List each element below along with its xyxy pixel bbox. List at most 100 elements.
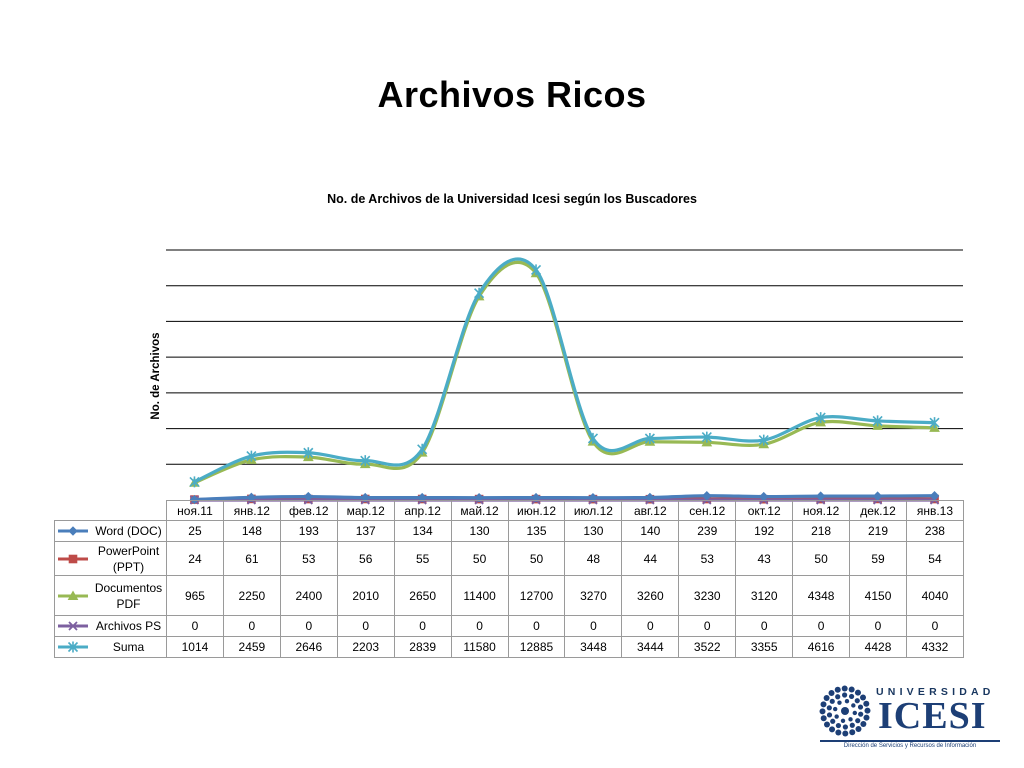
data-label: 0 [450, 615, 509, 637]
logo-dot [835, 729, 842, 736]
data-label: 11580 [450, 636, 509, 658]
logo-dot [832, 706, 838, 712]
data-label: 0 [735, 615, 794, 637]
data-label: 59 [849, 541, 907, 576]
table-row: PowerPoint (PPT) 24 61 53 56 55 50 50 48 44 53 43 50… [54, 541, 964, 576]
data-label: 965 [166, 575, 224, 616]
logo-dot [848, 686, 855, 693]
data-label: 48 [564, 541, 623, 576]
series-word-doc [189, 491, 940, 505]
logo-dot [823, 695, 830, 702]
data-label: 4348 [792, 575, 851, 616]
data-label: 50 [792, 541, 851, 576]
logo-caption: Dirección de Servicios y Recursos de Inf… [843, 743, 977, 749]
data-label: 2650 [393, 575, 452, 616]
data-label: 0 [849, 615, 907, 637]
data-label: 12700 [507, 575, 566, 616]
x-tick-label: авг.12 [621, 500, 680, 521]
logo-dot [830, 718, 836, 724]
logo-dot [842, 724, 848, 730]
data-label: 3260 [621, 575, 680, 616]
logo-dot [834, 714, 839, 719]
logo-dot [820, 715, 827, 722]
data-table: ноя.11 янв.12 фев.12 мар.12 апр.12 май.12 июн.… [54, 500, 964, 658]
data-label: 44 [621, 541, 680, 576]
data-label: 130 [450, 520, 509, 542]
data-label: 238 [905, 520, 964, 542]
x-tick-label: ноя.11 [166, 500, 224, 521]
series-label-cell: Archivos PS [54, 615, 167, 637]
logo-university-text: UNIVERSIDAD [876, 686, 995, 698]
data-label: 25 [166, 520, 224, 542]
diamond-marker [702, 491, 712, 501]
data-label: 50 [450, 541, 509, 576]
data-label: 0 [222, 615, 281, 637]
star-marker [67, 641, 79, 653]
x-tick-label: окт.12 [735, 500, 794, 521]
data-label: 0 [564, 615, 623, 637]
data-label: 2010 [336, 575, 395, 616]
data-label: 0 [678, 615, 737, 637]
logo-dot [857, 704, 864, 710]
logo-dot [826, 712, 833, 718]
logo-dot [823, 721, 830, 728]
data-label: 43 [735, 541, 794, 576]
triangle-marker [67, 589, 79, 600]
data-label: 1014 [166, 636, 224, 658]
data-label: 3120 [735, 575, 794, 616]
logo-dot [826, 705, 832, 711]
logo-icesi-text: ICESI [878, 695, 987, 737]
table-row: Word (DOC) 25 148 193 137 134 130 135 130 140 239 1… [54, 520, 964, 542]
logo-dot [852, 710, 858, 716]
data-label: 53 [678, 541, 737, 576]
chart-title: No. de Archivos de la Universidad Icesi … [327, 192, 697, 206]
star-marker [417, 443, 428, 455]
data-label: 2250 [222, 575, 281, 616]
data-label: 3270 [564, 575, 623, 616]
data-label: 137 [336, 520, 395, 542]
data-label: 4332 [905, 636, 964, 658]
logo-dot [820, 701, 827, 708]
data-label: 12885 [507, 636, 566, 658]
data-label: 24 [166, 541, 224, 576]
data-label: 3522 [678, 636, 737, 658]
legend-key-powerpoint-ppt [58, 554, 88, 563]
diamond-marker [68, 526, 78, 536]
data-label: 61 [222, 541, 281, 576]
x-tick-label: май.12 [450, 500, 509, 521]
x-tick-label: сен.12 [678, 500, 737, 521]
table-row: Suma 1014 2459 2646 2203 2839 11580 12885 3448 34… [54, 636, 964, 658]
logo-dot [849, 722, 855, 728]
data-label: 4040 [905, 575, 964, 616]
logo-dot [819, 708, 826, 715]
logo-dot [842, 730, 849, 737]
logo-dot [841, 685, 848, 692]
data-label: 218 [792, 520, 851, 542]
logo-dot [848, 717, 853, 722]
logo-dot [864, 707, 871, 714]
data-label: 3230 [678, 575, 737, 616]
logo-emblem-icon [819, 685, 871, 737]
data-label: 0 [792, 615, 851, 637]
x-tick-label: июн.12 [507, 500, 566, 521]
table-row: Documentos PDF 965 2250 2400 2010 2650 11400 12… [54, 575, 964, 616]
legend-key-suma [58, 641, 88, 653]
star-marker [246, 450, 257, 462]
data-label: 0 [166, 615, 224, 637]
star-marker [929, 417, 940, 429]
diamond-marker [929, 491, 940, 501]
star-marker [701, 431, 712, 443]
data-label: 0 [621, 615, 680, 637]
data-label: 0 [393, 615, 452, 637]
data-label: 54 [905, 541, 964, 576]
logo-dot [858, 711, 864, 717]
star-marker [587, 432, 599, 444]
data-label: 148 [222, 520, 281, 542]
series-label-cell: PowerPoint (PPT) [54, 541, 167, 576]
x-tick-label: янв.12 [222, 500, 281, 521]
legend-key-archivos-ps [58, 621, 88, 631]
series-name: PowerPoint (PPT) [97, 543, 160, 574]
logo-divider [820, 740, 1000, 742]
data-label: 4616 [792, 636, 851, 658]
data-label: 130 [564, 520, 623, 542]
